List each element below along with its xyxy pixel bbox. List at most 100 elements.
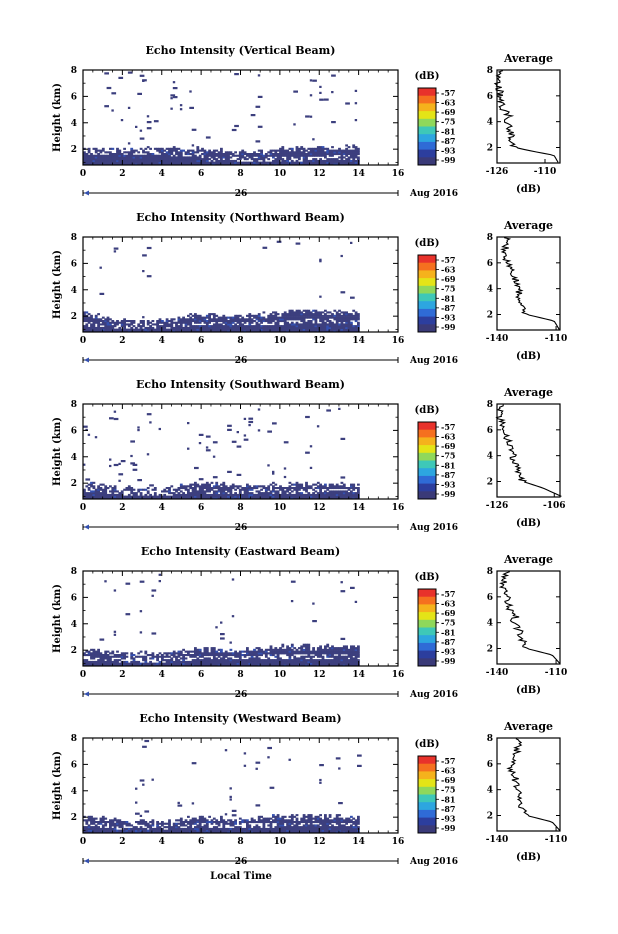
echo-cell	[267, 158, 270, 160]
panel-title: Echo Intensity (Southward Beam)	[136, 378, 345, 391]
echo-cell	[326, 158, 329, 160]
echo-cell	[263, 327, 266, 329]
echo-cell	[246, 315, 249, 317]
x-tick-label: 6	[198, 169, 204, 179]
echo-cell	[220, 323, 223, 325]
x-tick-label: 16	[392, 169, 405, 179]
echo-cell	[95, 828, 98, 830]
echo-cell	[300, 656, 303, 658]
echo-cell	[133, 492, 136, 494]
echo-cell	[220, 651, 223, 653]
x-tick-label: 0	[80, 169, 86, 179]
echo-cell	[326, 492, 329, 494]
echo-cell	[187, 448, 189, 450]
echo-cell	[315, 310, 318, 312]
echo-cell	[352, 657, 355, 659]
echo-cell	[95, 661, 98, 663]
echo-cell	[147, 490, 150, 492]
echo-cell	[215, 150, 218, 152]
echo-cell	[291, 322, 294, 324]
echo-cell	[352, 484, 355, 486]
echo-cell	[215, 826, 218, 828]
echo-cell	[192, 762, 197, 764]
echo-cell	[102, 489, 105, 491]
echo-cell	[100, 293, 105, 295]
colorbar-tick-label: -75	[441, 284, 455, 294]
echo-cell	[281, 818, 284, 820]
echo-cell	[173, 81, 175, 83]
echo-cell	[178, 492, 181, 494]
echo-cell	[213, 651, 216, 653]
average-y-tick-label: 4	[487, 619, 493, 629]
echo-cell	[246, 828, 249, 830]
echo-cell	[166, 823, 169, 825]
echo-cell	[163, 830, 166, 832]
echo-cell	[326, 327, 329, 329]
echo-cell	[118, 659, 121, 661]
echo-cell	[215, 626, 217, 628]
echo-cell	[137, 489, 140, 491]
echo-cell	[133, 654, 136, 656]
echo-cell	[237, 446, 242, 448]
colorbar-segment	[418, 286, 436, 294]
echo-cell	[277, 327, 280, 329]
average-y-tick-label: 6	[487, 593, 493, 603]
echo-cell	[204, 325, 207, 327]
echo-cell	[232, 814, 237, 816]
echo-cell	[291, 148, 294, 150]
echo-cell	[241, 654, 244, 656]
echo-cell	[345, 158, 348, 160]
echo-cells	[83, 72, 360, 166]
echo-cell	[232, 153, 235, 155]
echo-cell	[263, 317, 266, 319]
echo-cell	[348, 156, 351, 158]
echo-cell	[140, 828, 143, 830]
echo-cell	[284, 490, 287, 492]
echo-cell	[303, 649, 306, 651]
echo-cell	[300, 146, 303, 148]
echo-cell	[253, 315, 256, 317]
echo-cell	[90, 160, 93, 162]
x-tick-label: 10	[274, 336, 287, 346]
echo-cell	[329, 494, 332, 496]
echo-cell	[253, 657, 256, 659]
colorbar-unit: (dB)	[415, 405, 440, 416]
echo-cell	[159, 494, 162, 496]
echo-cell	[133, 657, 136, 659]
average-y-tick-label: 8	[487, 233, 493, 243]
colorbar-segment	[418, 294, 436, 302]
echo-cell	[272, 661, 275, 663]
echo-cell	[296, 327, 299, 329]
echo-cell	[222, 828, 225, 830]
echo-cell	[102, 484, 105, 486]
echo-cell	[246, 659, 249, 661]
colorbar-segment	[418, 430, 436, 438]
echo-cell	[213, 828, 216, 830]
echo-cell	[307, 317, 310, 319]
average-y-tick-label: 2	[487, 311, 493, 321]
echo-cell	[303, 148, 306, 150]
echo-cell	[355, 90, 357, 92]
echo-cell	[225, 749, 227, 751]
echo-cell	[291, 600, 293, 602]
echo-cell	[329, 484, 332, 486]
echo-cell	[341, 476, 346, 478]
echo-cell	[118, 654, 121, 656]
echo-cell	[300, 651, 303, 653]
echo-cell	[147, 663, 150, 665]
echo-cell	[305, 115, 310, 117]
echo-cell	[319, 86, 321, 88]
echo-cell	[310, 494, 313, 496]
echo-cell	[307, 327, 310, 329]
echo-cell	[272, 327, 275, 329]
colorbar-segment	[418, 96, 436, 104]
echo-cell	[310, 94, 312, 96]
echo-cell	[296, 160, 299, 162]
echo-cell	[281, 661, 284, 663]
echo-cell	[170, 652, 173, 654]
y-axis-label: Height (km)	[52, 250, 63, 319]
average-x-tick-label: -126	[486, 501, 509, 511]
echo-cell	[338, 651, 341, 653]
echo-cell	[135, 826, 138, 828]
echo-cell	[204, 661, 207, 663]
